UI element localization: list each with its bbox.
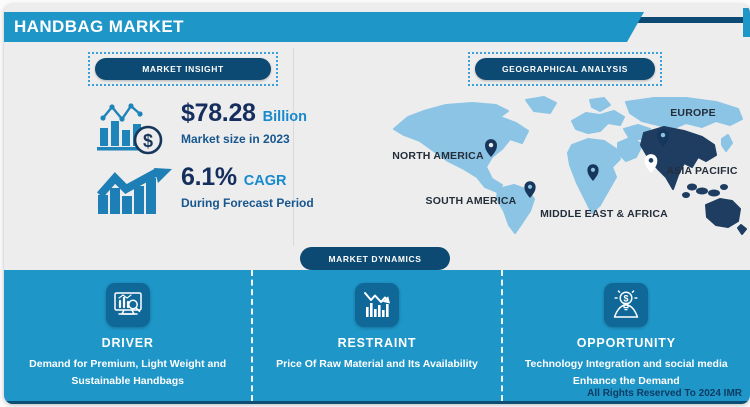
restraint-title: RESTRAINT xyxy=(337,336,417,350)
growth-arrow-chart-icon xyxy=(97,168,175,221)
idea-bulb-dollar-icon: $ xyxy=(604,283,649,327)
market-size-unit: Billion xyxy=(262,109,307,125)
header-ribbon xyxy=(602,17,744,23)
header-bar: HANDBAG MARKET xyxy=(4,12,644,42)
infographic-card: HANDBAG MARKET MARKET INSIGHT GEOGRAPHIC… xyxy=(4,4,750,404)
copyright-text: All Rights Reserved To 2024 IMR xyxy=(587,388,742,399)
market-size-caption: Market size in 2023 xyxy=(181,132,290,146)
map-pin-europe xyxy=(657,129,669,147)
driver-title: DRIVER xyxy=(101,336,154,350)
cagr-caption: During Forecast Period xyxy=(181,196,314,210)
header-edge-tab xyxy=(743,8,750,37)
map-pin-africa xyxy=(587,164,599,181)
map-pin-asia-pacific xyxy=(644,154,658,173)
region-label-south-america: SOUTH AMERICA xyxy=(425,195,517,207)
restraint-text: Price Of Raw Material and Its Availabili… xyxy=(276,358,478,370)
geographical-analysis-button-frame: GEOGRAPHICAL ANALYSIS xyxy=(468,52,662,86)
cagr-value: 6.1% xyxy=(181,163,237,191)
world-map-svg xyxy=(393,96,747,235)
panel-divider xyxy=(293,48,294,246)
restraint-column: RESTRAINT Price Of Raw Material and Its … xyxy=(251,270,500,401)
driver-text: Demand for Premium, Light Weight and Sus… xyxy=(29,358,227,388)
cagr-unit: CAGR xyxy=(243,173,287,189)
market-size-stat: $78.28 Billion Market size in 2023 xyxy=(181,99,307,146)
market-insight-button-frame: MARKET INSIGHT xyxy=(88,52,278,86)
page-title: HANDBAG MARKET xyxy=(14,17,184,36)
geographical-analysis-button[interactable]: GEOGRAPHICAL ANALYSIS xyxy=(475,58,655,80)
opportunity-title: OPPORTUNITY xyxy=(576,336,676,350)
region-label-asia-pacific: ASIA PACIFIC xyxy=(666,165,738,177)
market-dynamics-band: DRIVER Demand for Premium, Light Weight … xyxy=(4,270,750,404)
declining-chart-icon xyxy=(354,283,399,327)
market-dynamics-button[interactable]: MARKET DYNAMICS xyxy=(300,247,450,270)
svg-text:$: $ xyxy=(624,293,629,303)
map-pin-north-america xyxy=(485,139,497,157)
map-pin-south-america xyxy=(524,181,536,198)
monitor-analytics-icon xyxy=(105,283,150,327)
driver-column: DRIVER Demand for Premium, Light Weight … xyxy=(4,270,251,401)
region-label-europe: EUROPE xyxy=(670,107,716,119)
region-label-north-america: NORTH AMERICA xyxy=(392,150,484,162)
svg-text:$: $ xyxy=(143,131,153,151)
region-label-middle-east-africa: MIDDLE EAST & AFRICA xyxy=(540,208,668,220)
opportunity-text: Technology Integration and social media … xyxy=(524,358,728,388)
market-size-value: $78.28 xyxy=(181,99,256,127)
bar-chart-dollar-icon: $ xyxy=(96,101,164,162)
market-insight-button[interactable]: MARKET INSIGHT xyxy=(95,58,271,80)
world-map: NORTH AMERICA EUROPE ASIA PACIFIC SOUTH … xyxy=(380,95,750,235)
cagr-stat: 6.1% CAGR During Forecast Period xyxy=(181,163,314,210)
opportunity-column: $ OPPORTUNITY Technology Integration and… xyxy=(500,270,750,401)
